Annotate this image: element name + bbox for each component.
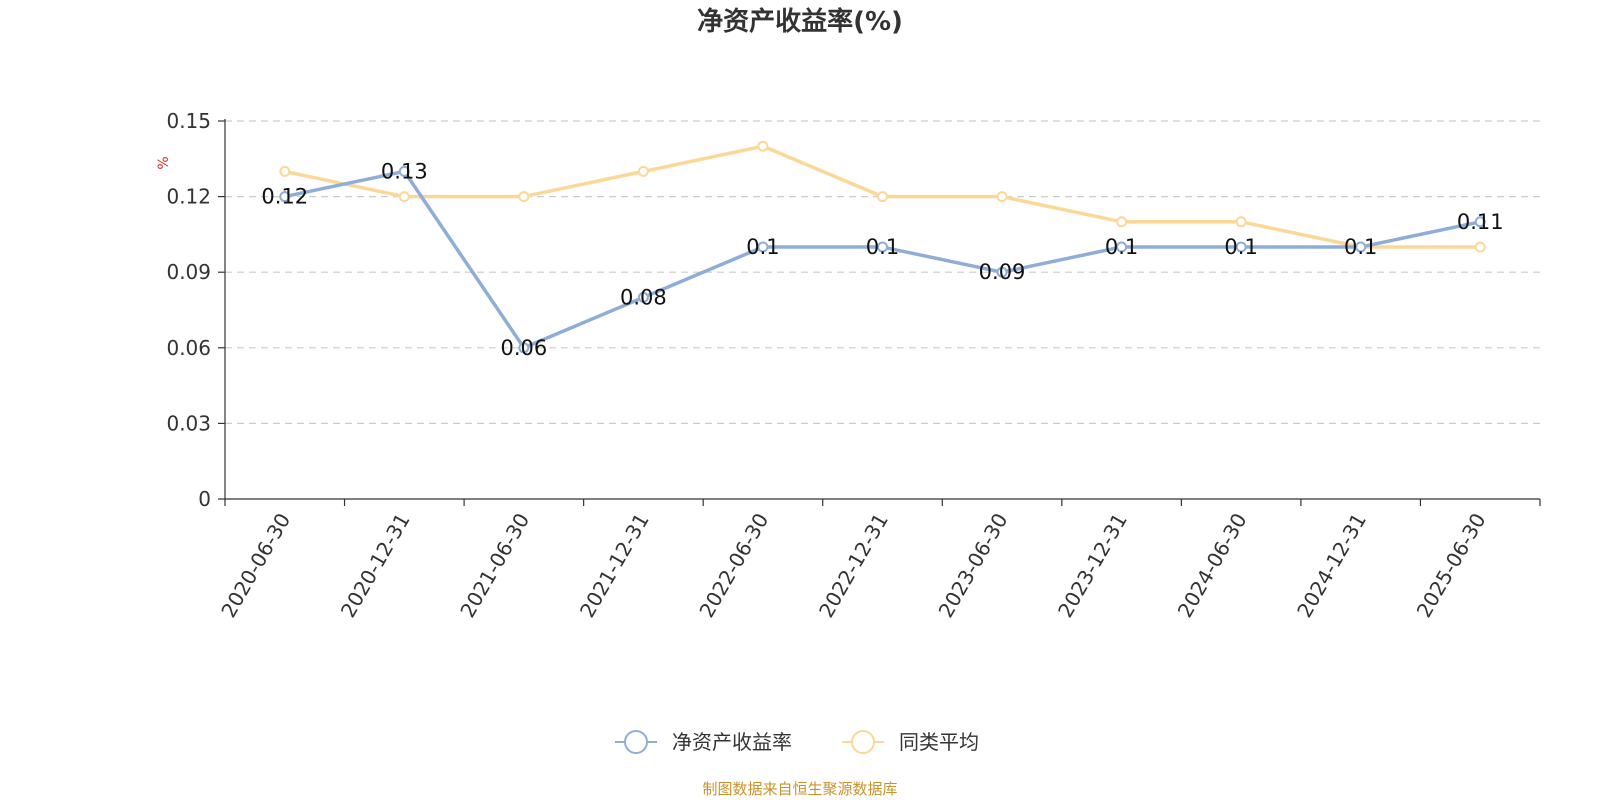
chart-title: 净资产收益率(%) <box>697 6 903 37</box>
data-point-1 <box>877 191 888 203</box>
data-point-0 <box>1474 216 1486 228</box>
legend-marker-1[interactable] <box>851 730 875 754</box>
x-tick-label: 2025-06-30 <box>1412 509 1491 622</box>
data-point-0 <box>637 291 649 303</box>
y-tick-label: 0.06 <box>166 336 211 360</box>
data-label: 0.13 <box>381 159 428 183</box>
data-point-1 <box>996 191 1008 203</box>
x-tick-label: 2023-06-30 <box>934 509 1013 622</box>
data-label: 0.1 <box>1224 235 1257 259</box>
y-tick-label: 0.03 <box>166 411 211 435</box>
data-point-1 <box>637 165 649 177</box>
data-label: 0.12 <box>261 185 308 209</box>
data-point-0 <box>518 342 530 354</box>
data-label: 0.08 <box>620 285 667 309</box>
x-tick-label: 2022-12-31 <box>814 509 893 622</box>
data-point-0 <box>877 241 888 253</box>
x-tick-label: 2024-12-31 <box>1292 509 1371 622</box>
x-tick-label: 2021-06-30 <box>455 509 534 622</box>
data-label: 0.11 <box>1457 210 1504 234</box>
data-point-1 <box>398 191 410 203</box>
series-layer <box>279 140 1486 354</box>
data-point-1 <box>1235 216 1247 228</box>
data-point-0 <box>757 241 769 253</box>
data-label: 0.06 <box>500 336 547 360</box>
x-tick-label: 2020-06-30 <box>216 509 295 622</box>
data-point-1 <box>279 165 291 177</box>
data-point-1 <box>757 140 769 152</box>
data-label: 0.1 <box>746 235 779 259</box>
data-label: 0.09 <box>979 260 1026 284</box>
data-label: 0.1 <box>866 235 899 259</box>
x-tick-label: 2024-06-30 <box>1173 509 1252 622</box>
data-labels: 0.12 0.13 0.06 0.08 0.1 0.1 0.09 0.1 0.1 0.1 0.11 <box>261 159 1503 359</box>
y-tick-label: 0.09 <box>166 260 211 284</box>
data-label: 0.1 <box>1105 235 1138 259</box>
data-point-0 <box>996 266 1008 278</box>
data-label: 0.1 <box>1344 235 1377 259</box>
x-tick-label: 2021-12-31 <box>575 509 654 622</box>
legend-marker-0[interactable] <box>624 730 648 754</box>
data-point-0 <box>279 191 291 203</box>
x-tick-label: 2020-12-31 <box>336 509 415 622</box>
legend-label-0[interactable]: 净资产收益率 <box>672 730 792 754</box>
y-tick-label: 0.12 <box>166 185 211 209</box>
legend[interactable]: 净资产收益率 同类平均 <box>615 730 979 754</box>
x-tick-label: 2022-06-30 <box>694 509 773 622</box>
y-tick-label: 0.15 <box>166 109 211 133</box>
data-point-0 <box>1235 241 1247 253</box>
source-note: 制图数据来自恒生聚源数据库 <box>702 780 897 798</box>
x-tick-label: 2023-12-31 <box>1053 509 1132 622</box>
data-point-1 <box>518 191 530 203</box>
data-point-0 <box>1116 241 1128 253</box>
y-tick-label: 0 <box>198 487 211 511</box>
y-axis-unit-label: % <box>156 156 172 169</box>
data-point-0 <box>1355 241 1367 253</box>
data-point-0 <box>398 165 410 177</box>
legend-label-1[interactable]: 同类平均 <box>899 730 979 754</box>
data-point-1 <box>1116 216 1128 228</box>
data-point-1 <box>1474 241 1486 253</box>
